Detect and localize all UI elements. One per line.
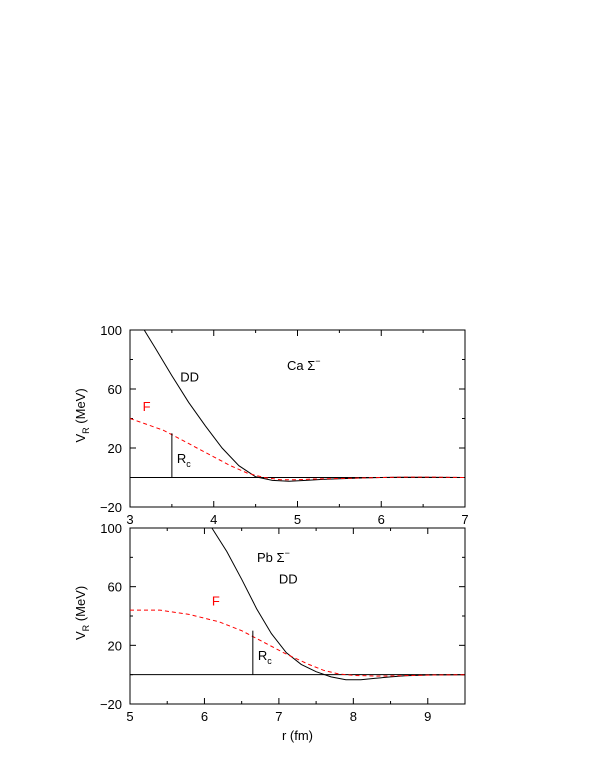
series-label-dd: DD [180, 370, 199, 385]
y-axis-label: VR (MeV) [73, 388, 91, 442]
y-axis-label-unit: (MeV) [73, 586, 88, 625]
y-tick-label: −20 [100, 697, 122, 712]
panel-label-sup: − [285, 548, 290, 558]
panel-label-sup: − [315, 356, 320, 366]
x-axis-label: r (fm) [282, 728, 313, 743]
y-axis-label-main: V [73, 631, 88, 640]
series-line-f [129, 418, 466, 481]
rc-label-main: R [258, 648, 267, 663]
y-axis-label-unit: (MeV) [73, 388, 88, 427]
y-axis-label: VR (MeV) [73, 586, 91, 640]
x-tick-label: 8 [350, 709, 357, 724]
y-axis-label-sub: R [81, 624, 91, 631]
y-axis-label-main: V [73, 434, 88, 443]
y-tick-label: 60 [108, 382, 122, 397]
y-tick-label: 100 [100, 521, 122, 536]
series-label-f: F [143, 399, 151, 414]
rc-label: Rc [177, 451, 191, 469]
y-axis-label-sub: R [81, 427, 91, 434]
x-tick-label: 6 [378, 512, 385, 527]
x-tick-label: 5 [294, 512, 301, 527]
rc-label-main: R [177, 451, 186, 466]
y-tick-label: −20 [100, 500, 122, 515]
plot-frame [129, 527, 466, 705]
x-tick-label: 5 [126, 709, 133, 724]
y-tick-label: 20 [108, 638, 122, 653]
x-tick-label: 4 [210, 512, 217, 527]
rc-label-sub: c [186, 459, 191, 469]
series-line-dd [143, 329, 466, 482]
rc-label-sub: c [267, 656, 272, 666]
series-line-dd [211, 527, 466, 681]
panel-label-main: Ca Σ [287, 358, 315, 373]
panel-label-main: Pb Σ [257, 550, 285, 565]
y-tick-label: 20 [108, 441, 122, 456]
rc-label: Rc [258, 648, 272, 666]
y-tick-label: 100 [100, 323, 122, 338]
x-tick-label: 7 [275, 709, 282, 724]
x-tick-label: 7 [461, 512, 468, 527]
series-label-dd: DD [279, 572, 298, 587]
x-tick-label: 9 [424, 709, 431, 724]
panel-label: Pb Σ− [257, 548, 290, 565]
x-tick-label: 3 [126, 512, 133, 527]
panel-label: Ca Σ− [287, 356, 321, 373]
y-tick-label: 60 [108, 580, 122, 595]
x-tick-label: 6 [201, 709, 208, 724]
series-label-f: F [212, 594, 220, 609]
series-line-f [130, 609, 466, 677]
